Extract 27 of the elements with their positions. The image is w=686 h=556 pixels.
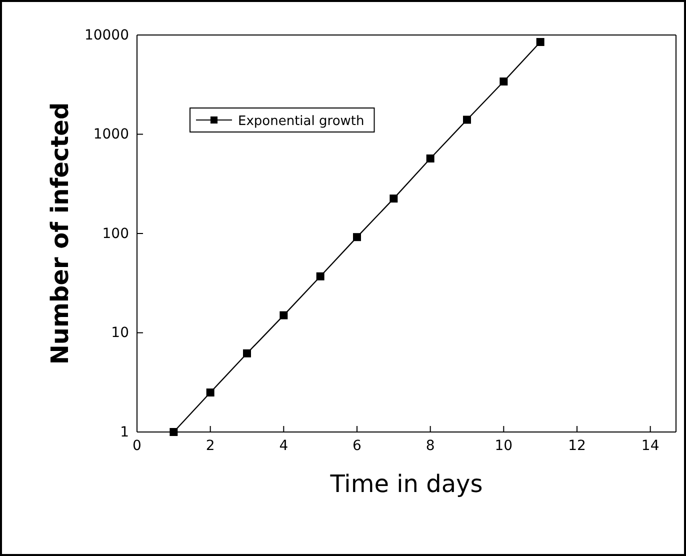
y-tick-label: 1: [120, 424, 129, 440]
x-tick-label: 8: [426, 438, 435, 454]
x-axis-title: Time in days: [329, 470, 483, 498]
y-tick-label: 10: [111, 325, 129, 342]
point: [243, 349, 251, 358]
point: [390, 194, 398, 203]
y-tick-label: 100: [102, 226, 129, 242]
point: [353, 233, 361, 242]
point: [536, 38, 544, 46]
point: [170, 428, 178, 436]
legend-label: Exponential growth: [238, 114, 364, 129]
x-tick-label: 6: [352, 438, 362, 454]
x-tick-label: 10: [494, 438, 513, 454]
y-tick-label: 1000: [93, 126, 129, 143]
x-tick-label: 0: [132, 438, 142, 454]
point: [463, 116, 471, 124]
point: [426, 154, 434, 162]
x-tick-label: 2: [206, 438, 215, 454]
x-tick-label: 14: [641, 438, 660, 454]
point: [500, 78, 508, 86]
x-tick-label: 12: [568, 438, 586, 454]
y-axis-title: Number of infected: [46, 102, 74, 365]
x-tick-label: 4: [279, 438, 288, 454]
y-tick-label: 10000: [84, 27, 129, 44]
point: [206, 388, 214, 397]
point: [316, 272, 324, 280]
point: [280, 311, 288, 320]
